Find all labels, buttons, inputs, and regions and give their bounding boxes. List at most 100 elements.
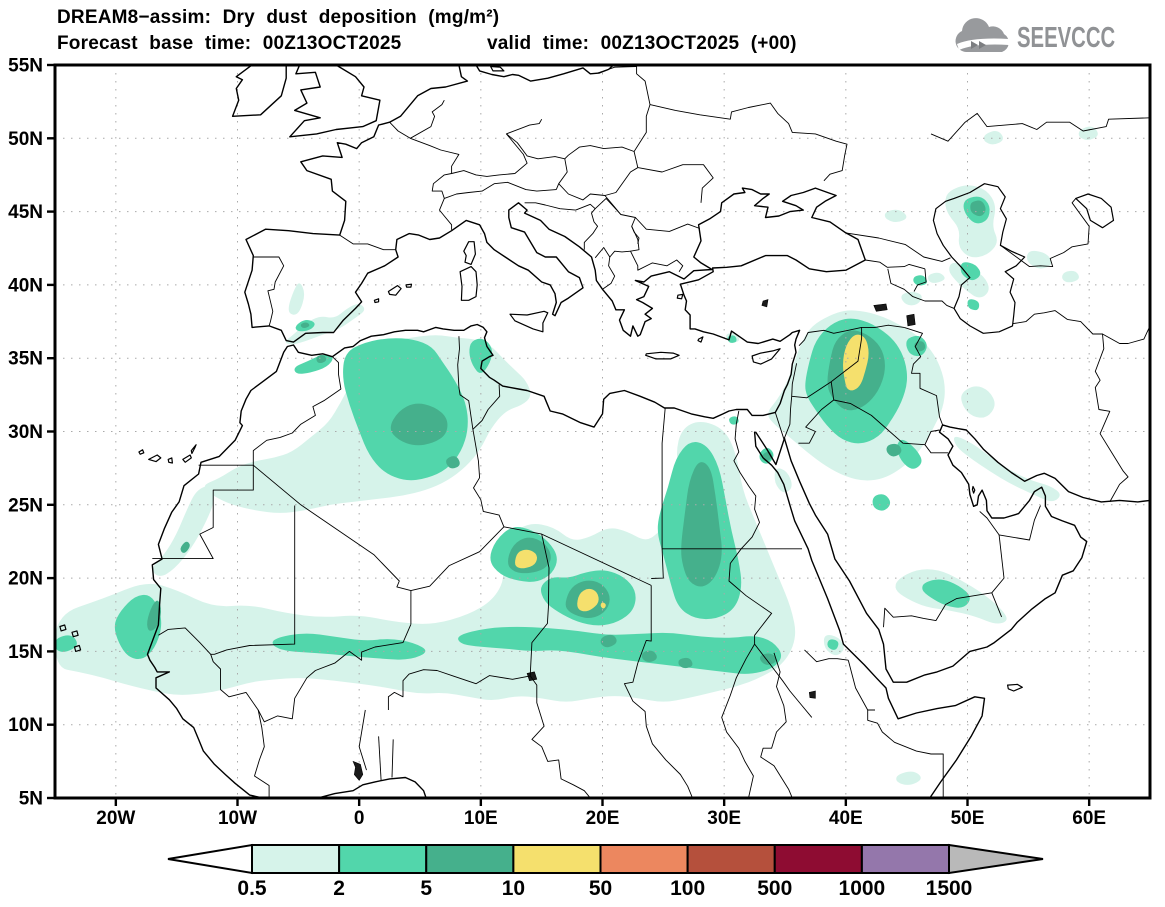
y-tick-label: 5N [19, 789, 43, 810]
y-tick-label: 20N [8, 569, 43, 590]
dust-contour-level-5 [300, 322, 310, 329]
dust-contour-level-2 [967, 299, 980, 311]
dust-contour-level-0.5 [945, 185, 997, 258]
colorbar-level-label: 50 [589, 877, 612, 900]
colorbar-level-label: 1500 [926, 877, 973, 900]
dust-contour-level-0.5 [1062, 270, 1079, 283]
page-title: DREAM8−assim: Dry dust deposition (mg/m²… [57, 7, 500, 28]
dust-contour-level-0.5 [901, 291, 922, 306]
colorbar-segment [860, 844, 950, 874]
lake [526, 671, 538, 682]
colorbar-segment [251, 844, 341, 874]
dust-contour-level-2 [872, 494, 891, 511]
coastline-layer [59, 65, 1150, 798]
dust-contour-level-0.5 [55, 422, 796, 702]
y-tick-label: 40N [8, 275, 43, 296]
dust-contour-level-5 [446, 456, 460, 469]
dust-contour-level-5 [180, 541, 190, 553]
x-tick-label: 50E [951, 808, 985, 829]
dust-contour-level-5 [147, 600, 162, 631]
dust-contour-level-0.5 [961, 386, 995, 418]
dust-contour-level-0.5 [288, 283, 305, 315]
country-borders-layer [152, 66, 1150, 798]
dust-contour-level-0.5 [884, 209, 907, 223]
dust-contour-level-5 [886, 443, 902, 457]
lake [352, 760, 364, 781]
seevccc-logo: SEEVCCC [951, 16, 1157, 60]
lake [761, 299, 769, 308]
valid-time: valid time: 00Z13OCT2025 (+00) [487, 33, 797, 54]
dust-contour-level-5 [641, 650, 657, 662]
x-tick-label: 30E [707, 808, 741, 829]
dust-contour-level-2 [272, 633, 426, 660]
colorbar-segment [512, 844, 602, 874]
dust-contour-level-2 [458, 626, 782, 674]
colorbar-below-arrow [167, 843, 253, 875]
dust-contour-level-10 [515, 549, 538, 569]
y-tick-label: 55N [8, 56, 43, 77]
logo-text: SEEVCCC [1016, 21, 1115, 54]
colorbar-segment [773, 844, 863, 874]
y-tick-label: 15N [8, 642, 43, 663]
y-tick-label: 25N [8, 495, 43, 516]
colorbar-level-label: 100 [670, 877, 705, 900]
colorbar-segment [338, 844, 428, 874]
colorbar-group: 0.5 2 5 10 50 100 500 1000 1500 [167, 843, 1044, 900]
dust-contour-level-2 [469, 338, 493, 373]
dust-contour-level-5 [600, 634, 617, 648]
axes: 20W 10W 0 10E 20E 30E 40E 50E 60E 55N 50N 45N 40N 35N… [8, 56, 1106, 830]
map-layers [55, 65, 1150, 798]
dust-contour-level-10 [600, 602, 606, 609]
x-tick-label: 10W [218, 808, 257, 829]
dust-contour-level-0.5 [983, 131, 1003, 145]
dust-contour-level-2 [922, 579, 970, 608]
cloud-icon [955, 18, 1009, 52]
colorbar-segment [425, 844, 515, 874]
dust-contour-level-5 [681, 462, 722, 587]
colorbar-level-label: 10 [502, 877, 525, 900]
lake [906, 313, 916, 327]
y-tick-label: 35N [8, 349, 43, 370]
x-tick-label: 40E [829, 808, 863, 829]
y-tick-label: 50N [8, 129, 43, 150]
dust-contour-level-0.5 [152, 486, 214, 576]
colorbar-level-label: 1000 [839, 877, 886, 900]
x-tick-label: 20W [96, 808, 135, 829]
x-tick-label: 20E [586, 808, 620, 829]
y-tick-label: 30N [8, 422, 43, 443]
lake [808, 690, 816, 699]
dust-contour-level-0.5 [949, 262, 989, 298]
dust-contour-level-5 [316, 354, 327, 364]
colorbar-above-arrow [948, 843, 1044, 875]
dust-contour-level-0.5 [1078, 126, 1098, 140]
rivers-layer [352, 299, 916, 798]
dust-contour-layer [55, 126, 1098, 785]
colorbar-level-label: 0.5 [237, 877, 267, 900]
dust-contour-level-10 [577, 588, 599, 612]
dust-contour-level-0.5 [927, 272, 945, 283]
y-tick-label: 45N [8, 202, 43, 223]
dust-contour-level-0.5 [1026, 250, 1052, 269]
dust-contour-level-0.5 [896, 771, 921, 785]
dust-contour-level-2 [294, 354, 333, 374]
x-tick-label: 10E [464, 808, 498, 829]
dust-contour-level-2 [960, 262, 981, 281]
forecast-base-time: Forecast base time: 00Z13OCT2025 [57, 33, 402, 54]
colorbar-segment [686, 844, 776, 874]
dust-contour-level-2 [897, 439, 922, 469]
colorbar-level-label: 2 [333, 877, 345, 900]
y-tick-label: 10N [8, 715, 43, 736]
dust-contour-level-5 [678, 657, 693, 669]
x-tick-label: 0 [354, 808, 365, 829]
lake [873, 303, 888, 312]
colorbar-level-label: 500 [757, 877, 792, 900]
x-tick-label: 60E [1072, 808, 1106, 829]
dust-contour-level-2 [114, 594, 162, 660]
colorbar-segment [599, 844, 689, 874]
dust-contour-level-2 [55, 635, 77, 652]
dust-contour-level-5 [970, 200, 986, 217]
dust-contour-level-2 [827, 639, 839, 650]
colorbar-level-label: 5 [420, 877, 432, 900]
